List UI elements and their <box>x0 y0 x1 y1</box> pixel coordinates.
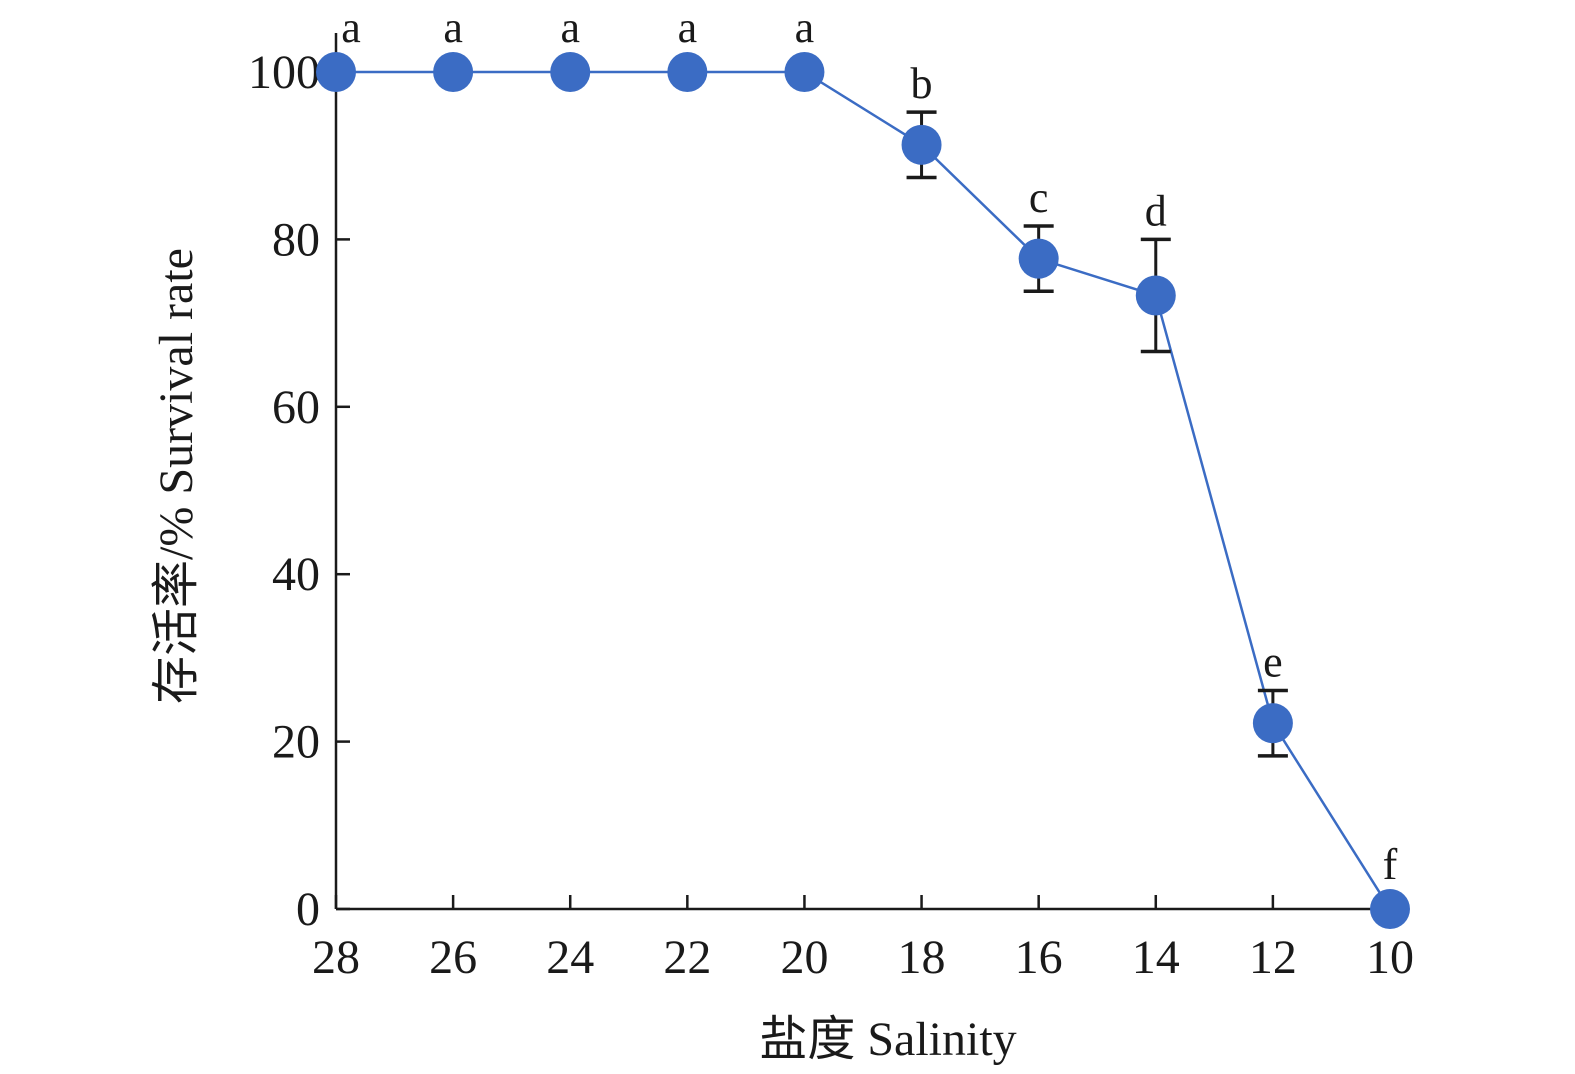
x-tick-label: 20 <box>780 931 828 984</box>
x-tick-label: 10 <box>1366 931 1414 984</box>
significance-label: e <box>1263 638 1283 687</box>
data-point <box>550 52 591 92</box>
data-series <box>316 52 1410 929</box>
significance-label: a <box>678 3 698 52</box>
x-tick-label: 16 <box>1015 931 1063 984</box>
significance-label: b <box>911 59 933 108</box>
y-tick-label: 80 <box>272 213 320 266</box>
x-tick-label: 28 <box>312 931 360 984</box>
y-axis-title: 存活率/% Survival rate <box>150 248 203 704</box>
significance-letters: a a a a a b c d e f <box>341 3 1397 889</box>
series-line <box>336 70 1392 910</box>
x-axis-title: 盐度 Salinity <box>759 1013 1016 1066</box>
x-tick-label: 24 <box>546 931 594 984</box>
data-point <box>1252 703 1293 744</box>
significance-label: d <box>1145 186 1167 235</box>
data-point <box>1370 889 1410 929</box>
x-tick-label: 14 <box>1132 931 1180 984</box>
data-point <box>667 52 708 92</box>
data-point <box>1135 275 1176 316</box>
data-point <box>1018 238 1059 279</box>
axes <box>334 33 1396 911</box>
significance-label: a <box>341 3 361 52</box>
y-tick-label: 60 <box>272 381 320 434</box>
tick-marks-and-labels: 0 20 40 60 80 100 28 26 24 22 20 18 16 14 12 10 <box>248 46 1414 984</box>
significance-label: f <box>1383 840 1398 889</box>
y-tick-label: 0 <box>296 883 320 936</box>
x-tick-label: 12 <box>1249 931 1297 984</box>
significance-label: a <box>795 3 815 52</box>
data-point <box>316 52 356 92</box>
data-point <box>784 52 825 92</box>
y-tick-label: 20 <box>272 716 320 769</box>
data-point <box>901 124 942 165</box>
x-tick-label: 26 <box>429 931 477 984</box>
y-tick-label: 40 <box>272 548 320 601</box>
significance-label: a <box>443 3 463 52</box>
significance-label: a <box>560 3 580 52</box>
x-tick-label: 22 <box>663 931 711 984</box>
y-tick-label: 100 <box>248 46 320 99</box>
x-tick-label: 18 <box>898 931 946 984</box>
data-point <box>433 52 474 92</box>
significance-label: c <box>1029 173 1049 222</box>
